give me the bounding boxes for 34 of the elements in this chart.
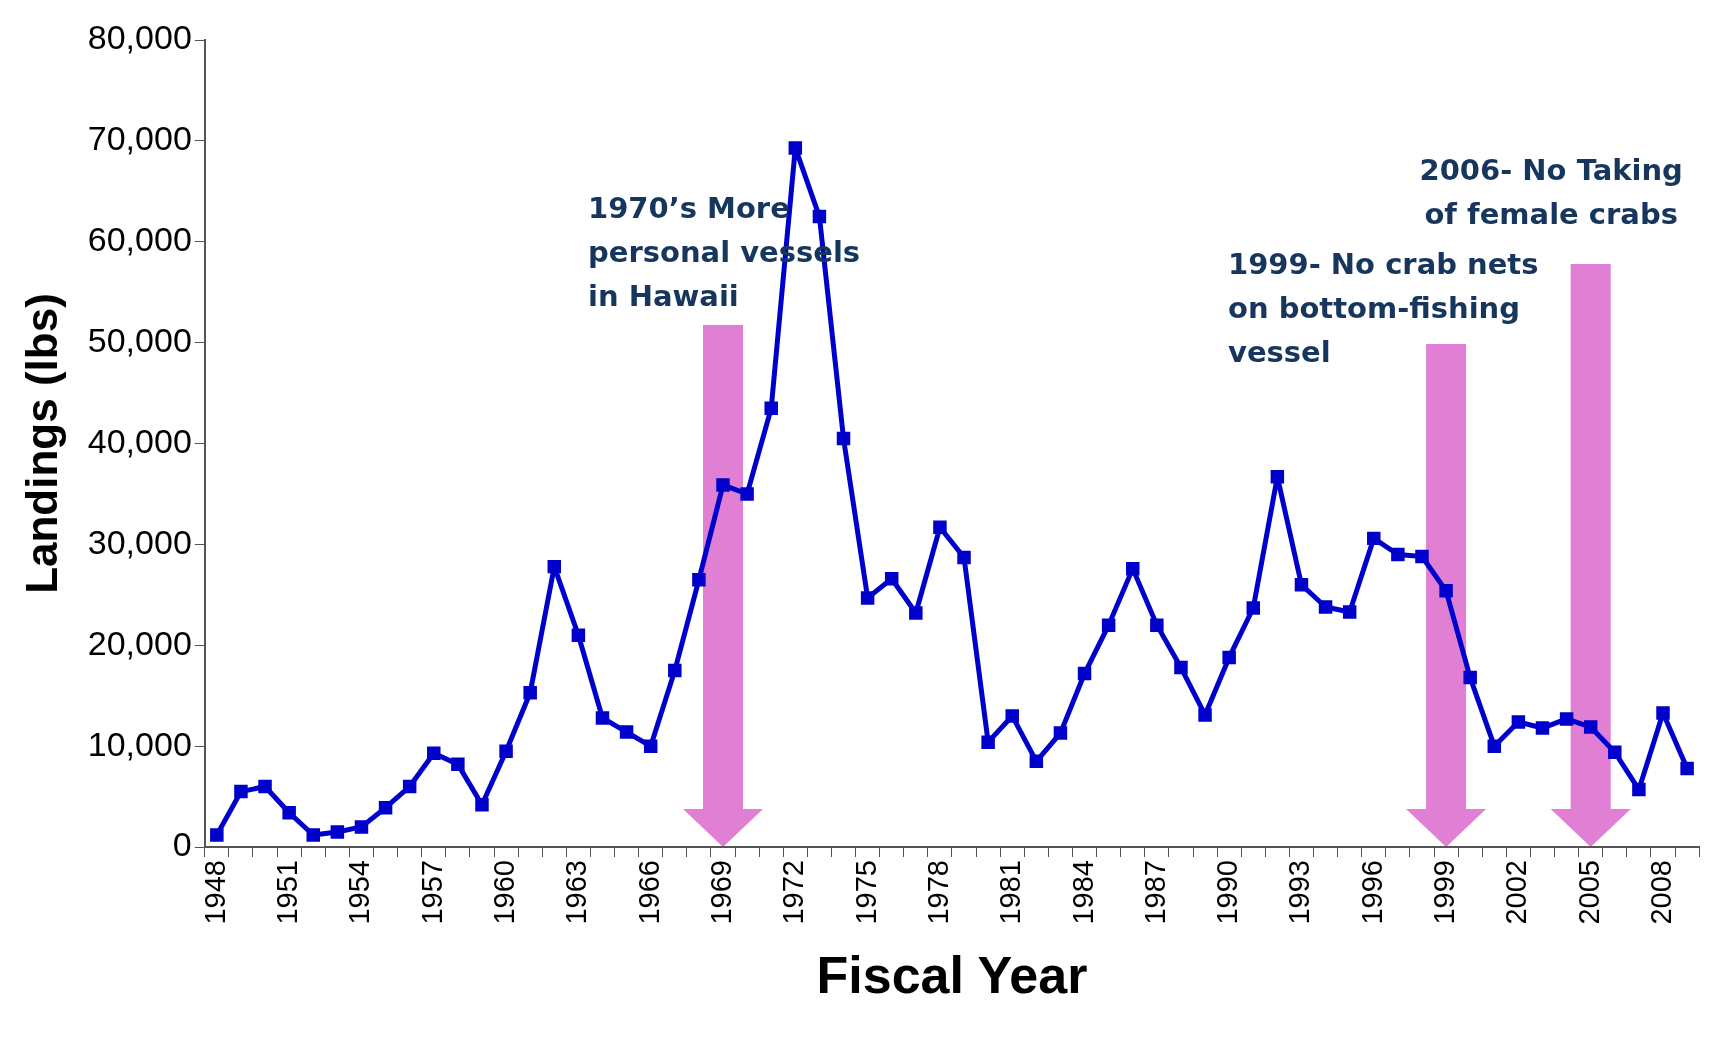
- x-axis-title: Fiscal Year: [816, 946, 1088, 1005]
- x-tick-label: 1954: [343, 860, 376, 925]
- x-tick-label: 1969: [705, 860, 737, 925]
- y-tick-label: 10,000: [87, 724, 192, 763]
- x-tick-label: 1978: [921, 860, 954, 925]
- y-tick-label: 80,000: [87, 18, 192, 57]
- x-tick-label: 1963: [560, 860, 593, 925]
- x-tick-label: 1972: [777, 860, 810, 925]
- x-tick-label: 1996: [1355, 860, 1388, 925]
- x-tick-label: 2008: [1645, 860, 1678, 925]
- annotation: 1999- No crab nets on bottom-fishing vessel: [1228, 246, 1539, 371]
- y-tick-label: 0: [172, 825, 192, 864]
- x-tick-label: 2002: [1500, 860, 1533, 925]
- y-tick-label: 50,000: [87, 321, 192, 360]
- annotation: 2006- No Taking of female crabs: [1419, 152, 1683, 233]
- y-tick-label: 30,000: [87, 522, 192, 561]
- y-axis-title: Landings (lbs): [16, 293, 66, 594]
- y-tick-label: 20,000: [87, 623, 192, 662]
- x-tick-label: 2005: [1572, 860, 1605, 925]
- y-tick-label: 60,000: [87, 220, 192, 259]
- x-tick-label: 1981: [994, 860, 1027, 925]
- x-tick-label: 1990: [1211, 860, 1244, 925]
- y-tick-label: 70,000: [87, 119, 192, 158]
- y-tick-label: 40,000: [87, 421, 192, 460]
- x-tick-label: 1948: [198, 860, 231, 925]
- x-tick-label: 1957: [415, 860, 448, 925]
- x-tick-label: 1951: [271, 860, 304, 925]
- x-tick-label: 1966: [632, 860, 665, 925]
- x-tick-label: 1999: [1428, 860, 1461, 925]
- x-tick-label: 1975: [849, 860, 882, 925]
- x-tick-label: 1984: [1066, 860, 1099, 925]
- x-tick-label: 1993: [1283, 860, 1316, 925]
- x-tick-label: 1960: [488, 860, 521, 925]
- x-tick-label: 1987: [1138, 860, 1171, 925]
